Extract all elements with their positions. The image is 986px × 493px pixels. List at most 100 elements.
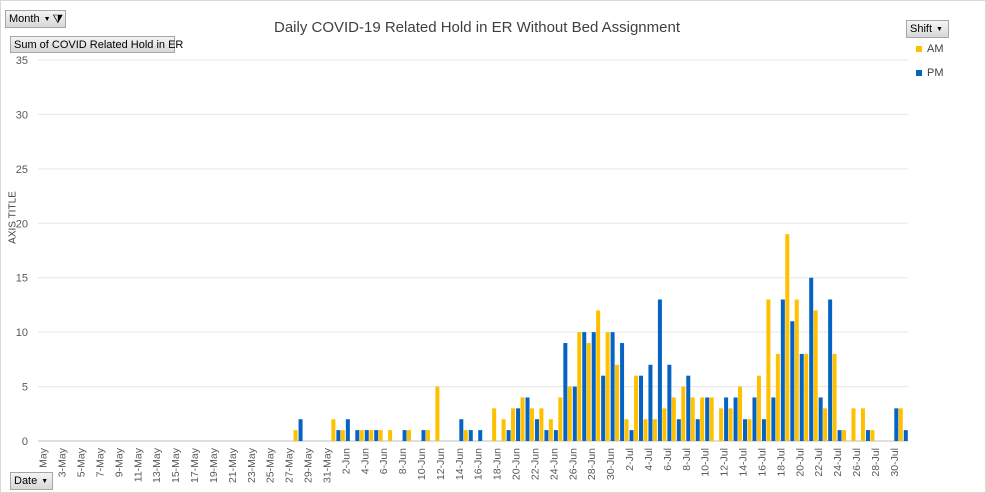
bar-pm-14-Jun[interactable] xyxy=(459,419,464,441)
bar-am-22-Jul[interactable] xyxy=(813,310,818,441)
bar-am-15-Jun[interactable] xyxy=(463,430,468,441)
bar-am-19-Jun[interactable] xyxy=(501,419,506,441)
bar-am-18-Jul[interactable] xyxy=(775,353,780,441)
bar-am-7-Jul[interactable] xyxy=(671,397,676,441)
bar-am-20-Jun[interactable] xyxy=(511,408,516,441)
bar-pm-8-Jul[interactable] xyxy=(686,375,691,441)
bar-pm-8-Jun[interactable] xyxy=(402,430,407,441)
bar-am-9-Jul[interactable] xyxy=(690,397,695,441)
bar-pm-24-Jun[interactable] xyxy=(553,430,558,441)
bar-pm-19-Jun[interactable] xyxy=(506,430,511,441)
date-filter-button[interactable]: Date ▼ xyxy=(10,472,53,490)
bar-am-23-Jul[interactable] xyxy=(823,408,828,441)
bar-pm-2-Jun[interactable] xyxy=(345,419,350,441)
bar-am-10-Jul[interactable] xyxy=(700,397,705,441)
bar-pm-1-Jul[interactable] xyxy=(620,343,625,441)
bar-am-4-Jul[interactable] xyxy=(643,419,648,441)
bar-am-27-Jun[interactable] xyxy=(577,332,582,441)
bar-am-29-Jun[interactable] xyxy=(596,310,601,441)
bar-pm-15-Jun[interactable] xyxy=(468,430,473,441)
bar-am-28-May[interactable] xyxy=(293,430,298,441)
bar-am-15-Jul[interactable] xyxy=(747,419,752,441)
bar-am-25-Jul[interactable] xyxy=(842,430,847,441)
bar-am-22-Jun[interactable] xyxy=(529,408,534,441)
bar-pm-15-Jul[interactable] xyxy=(752,397,757,441)
bar-pm-20-Jul[interactable] xyxy=(799,353,804,441)
bar-pm-4-Jun[interactable] xyxy=(364,430,369,441)
bar-pm-12-Jul[interactable] xyxy=(724,397,729,441)
bar-pm-23-Jul[interactable] xyxy=(828,299,833,441)
bar-am-4-Jun[interactable] xyxy=(359,430,364,441)
bar-am-7-Jun[interactable] xyxy=(388,430,393,441)
bar-pm-19-Jul[interactable] xyxy=(790,321,795,441)
bar-pm-25-Jun[interactable] xyxy=(563,343,568,441)
bar-am-21-Jul[interactable] xyxy=(804,353,809,441)
bar-pm-21-Jul[interactable] xyxy=(809,277,814,441)
bar-am-18-Jun[interactable] xyxy=(492,408,497,441)
bar-pm-18-Jul[interactable] xyxy=(780,299,785,441)
bar-am-28-Jun[interactable] xyxy=(586,343,591,441)
bar-pm-6-Jul[interactable] xyxy=(667,364,672,441)
legend-item-pm[interactable]: PM xyxy=(916,67,944,79)
bar-pm-28-May[interactable] xyxy=(298,419,303,441)
bar-am-27-Jul[interactable] xyxy=(860,408,865,441)
bar-am-5-Jun[interactable] xyxy=(369,430,374,441)
bar-pm-27-Jun[interactable] xyxy=(582,332,587,441)
bar-am-19-Jul[interactable] xyxy=(785,234,790,441)
bar-pm-5-Jul[interactable] xyxy=(657,299,662,441)
bar-am-17-Jul[interactable] xyxy=(766,299,771,441)
bar-am-11-Jun[interactable] xyxy=(425,430,430,441)
bar-pm-5-Jun[interactable] xyxy=(374,430,379,441)
bar-pm-30-Jun[interactable] xyxy=(610,332,615,441)
bar-am-23-Jun[interactable] xyxy=(539,408,544,441)
bar-am-6-Jun[interactable] xyxy=(378,430,383,441)
bar-pm-23-Jun[interactable] xyxy=(544,430,549,441)
bar-pm-30-Jul[interactable] xyxy=(894,408,899,441)
bar-pm-10-Jun[interactable] xyxy=(421,430,426,441)
bar-am-25-Jun[interactable] xyxy=(558,397,563,441)
bar-am-12-Jul[interactable] xyxy=(719,408,724,441)
bar-pm-29-Jun[interactable] xyxy=(601,375,606,441)
bar-pm-24-Jul[interactable] xyxy=(837,430,842,441)
bar-am-1-Jul[interactable] xyxy=(615,364,620,441)
bar-am-30-Jun[interactable] xyxy=(605,332,610,441)
value-field-button[interactable]: Sum of COVID Related Hold in ER xyxy=(10,36,183,53)
bar-am-12-Jun[interactable] xyxy=(435,386,440,441)
bar-pm-20-Jun[interactable] xyxy=(516,408,521,441)
bar-am-5-Jul[interactable] xyxy=(652,419,657,441)
month-filter-button[interactable]: Month ▼ ⧩ xyxy=(5,10,66,28)
bar-pm-16-Jun[interactable] xyxy=(478,430,483,441)
bar-am-3-Jul[interactable] xyxy=(633,375,638,441)
bar-am-24-Jun[interactable] xyxy=(548,419,553,441)
bar-am-31-Jul[interactable] xyxy=(898,408,903,441)
bar-pm-10-Jul[interactable] xyxy=(705,397,710,441)
bar-pm-28-Jun[interactable] xyxy=(591,332,596,441)
shift-filter-button[interactable]: Shift ▼ xyxy=(906,20,949,38)
bar-pm-2-Jul[interactable] xyxy=(629,430,634,441)
bar-pm-1-Jun[interactable] xyxy=(336,430,341,441)
bar-am-9-Jun[interactable] xyxy=(407,430,412,441)
bar-am-26-Jun[interactable] xyxy=(567,386,572,441)
bar-pm-3-Jun[interactable] xyxy=(355,430,360,441)
bar-am-24-Jul[interactable] xyxy=(832,353,837,441)
bar-am-28-Jul[interactable] xyxy=(870,430,875,441)
bar-pm-7-Jul[interactable] xyxy=(676,419,681,441)
bar-pm-13-Jul[interactable] xyxy=(733,397,738,441)
bar-pm-22-Jul[interactable] xyxy=(818,397,823,441)
bar-pm-14-Jul[interactable] xyxy=(743,419,748,441)
bar-pm-9-Jul[interactable] xyxy=(695,419,700,441)
bar-pm-3-Jul[interactable] xyxy=(638,375,643,441)
bar-pm-26-Jun[interactable] xyxy=(572,386,577,441)
bar-am-13-Jul[interactable] xyxy=(728,408,733,441)
bar-pm-4-Jul[interactable] xyxy=(648,364,653,441)
bar-pm-17-Jul[interactable] xyxy=(771,397,776,441)
bar-am-16-Jul[interactable] xyxy=(756,375,761,441)
bar-am-14-Jul[interactable] xyxy=(738,386,743,441)
bar-am-2-Jul[interactable] xyxy=(624,419,629,441)
bar-pm-21-Jun[interactable] xyxy=(525,397,530,441)
bar-am-26-Jul[interactable] xyxy=(851,408,856,441)
bar-pm-22-Jun[interactable] xyxy=(534,419,539,441)
bar-am-8-Jul[interactable] xyxy=(681,386,686,441)
bar-am-21-Jun[interactable] xyxy=(520,397,525,441)
bar-pm-27-Jul[interactable] xyxy=(865,430,870,441)
